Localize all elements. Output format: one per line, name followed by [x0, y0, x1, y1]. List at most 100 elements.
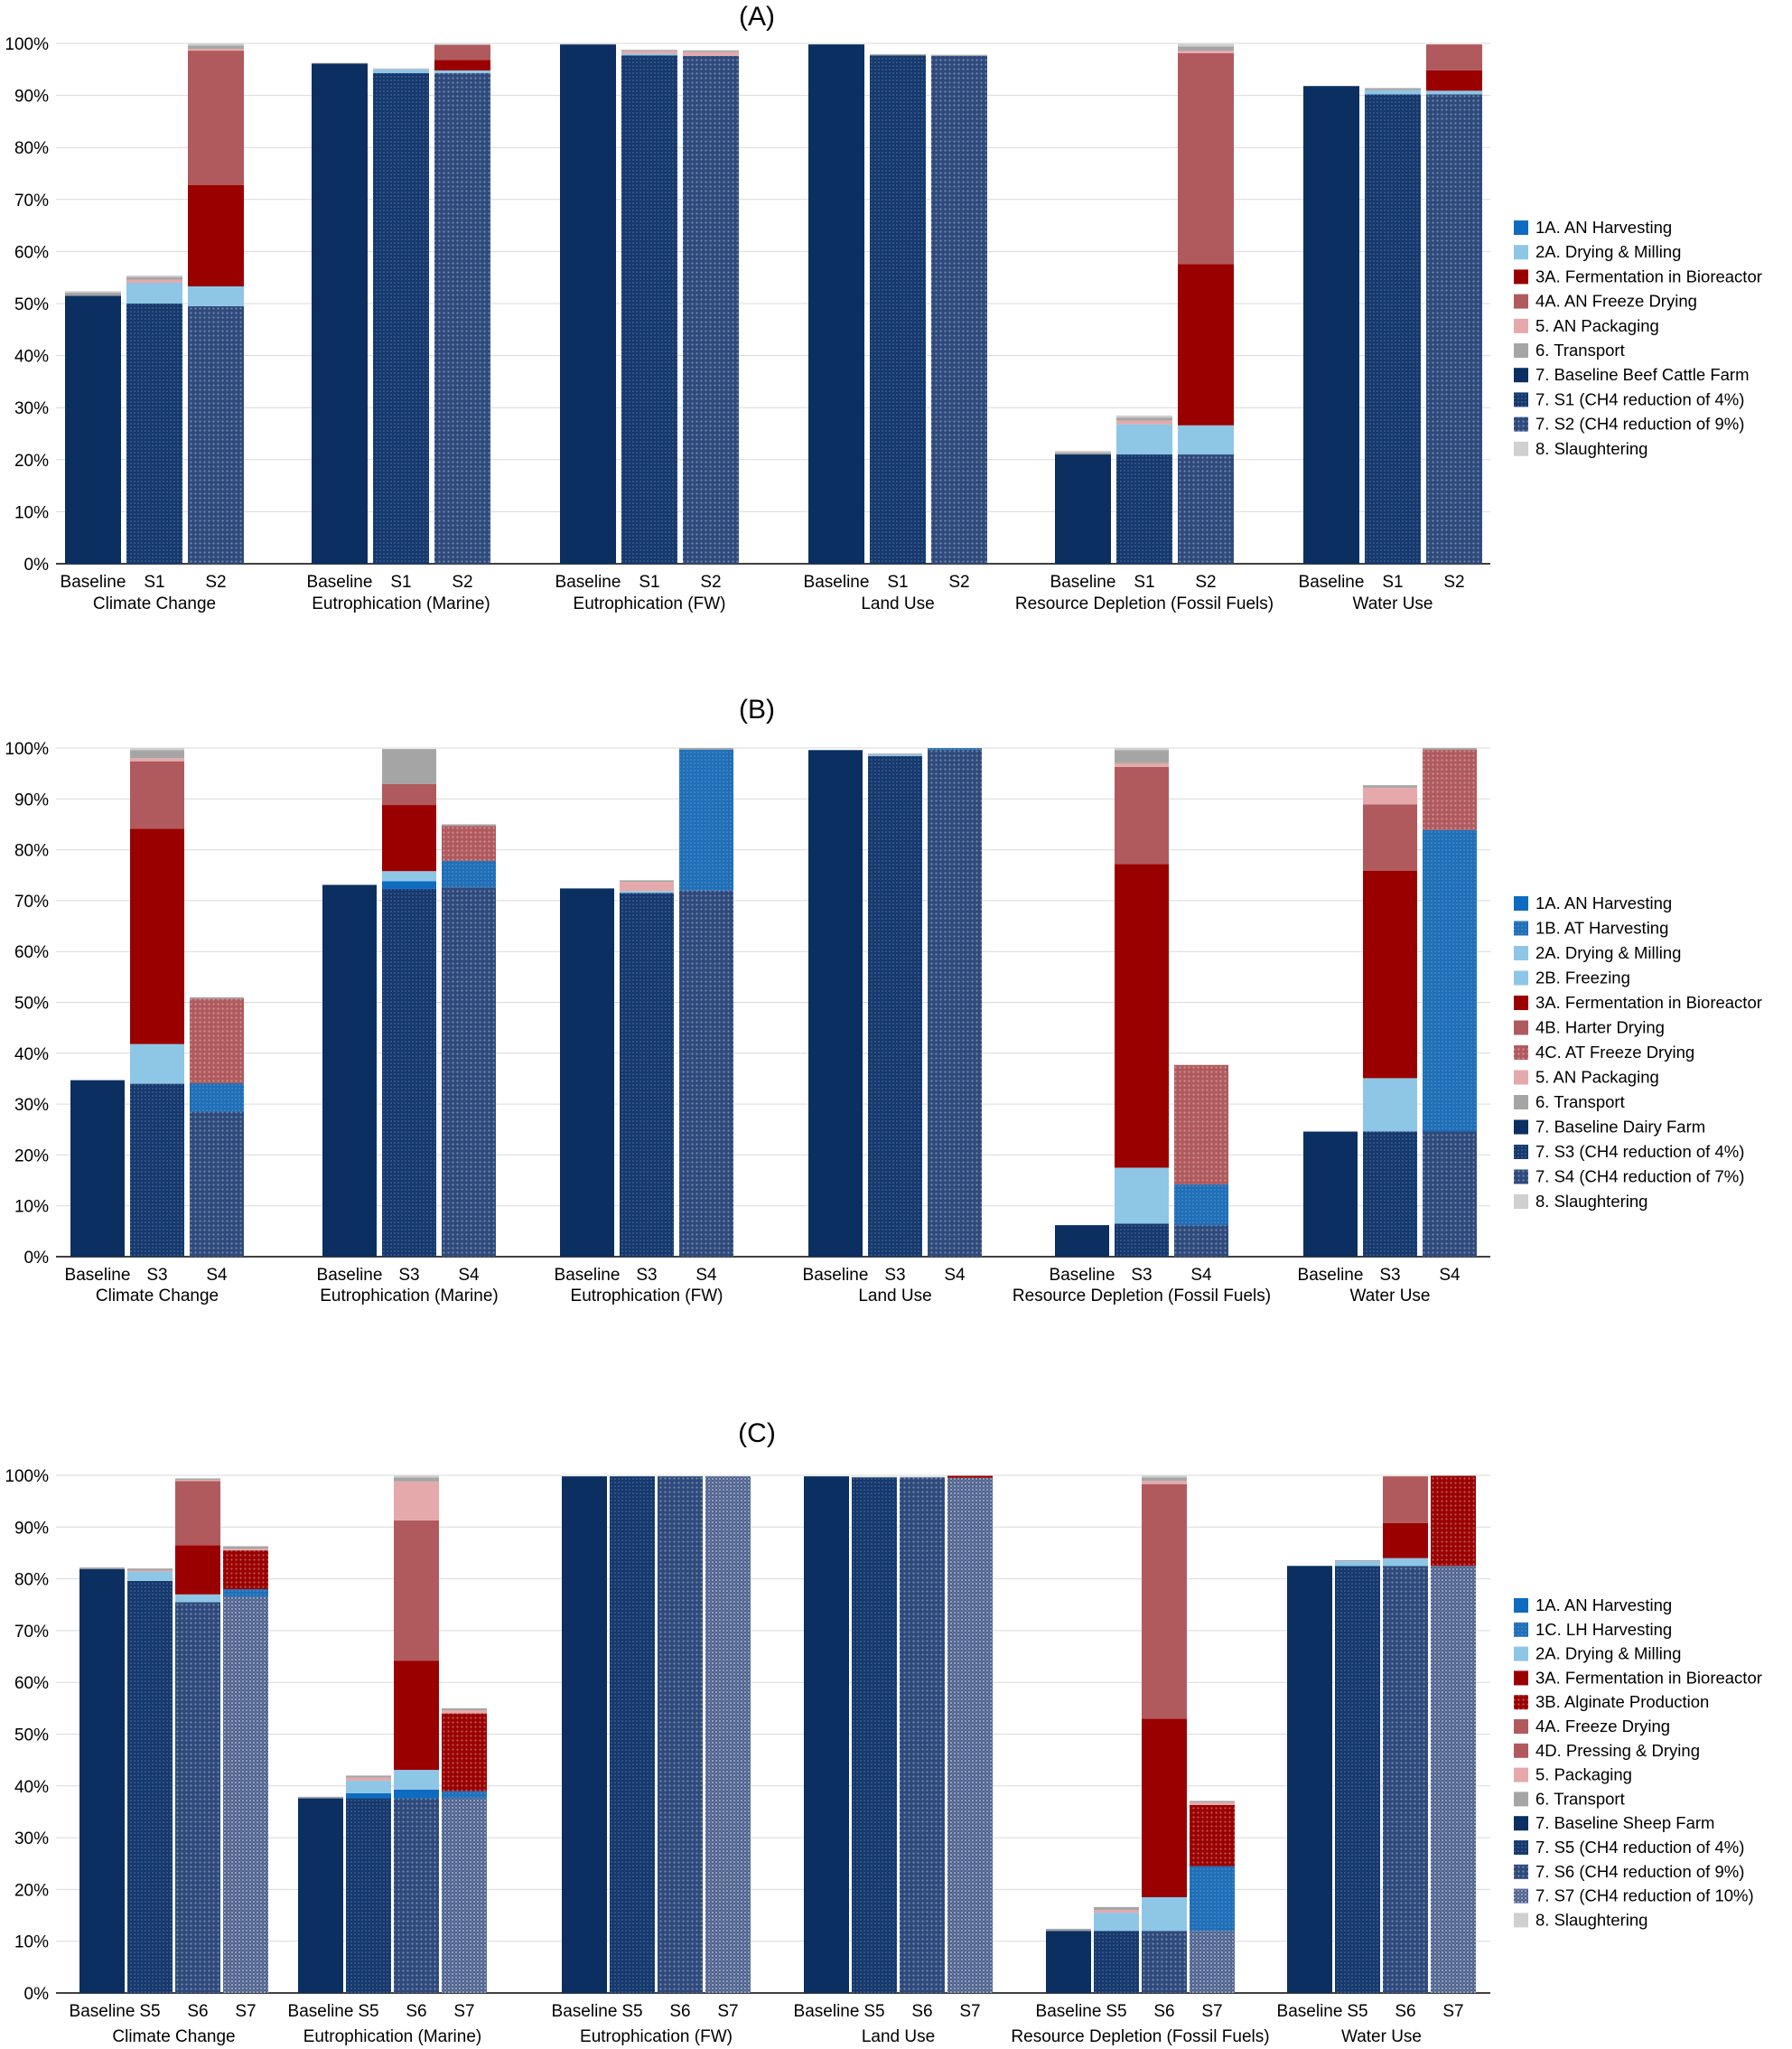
bar-segment-4A: [1115, 766, 1169, 865]
bar-segment-5: [1115, 763, 1169, 767]
bar-segment-8: [560, 43, 616, 45]
bar-segment-texture: [442, 887, 496, 1257]
bar-segment-2A: [126, 282, 182, 304]
bar-segment-base: [65, 295, 121, 564]
bar-segment-4A: [1363, 804, 1417, 871]
bar-segment-8: [65, 291, 121, 293]
x-tick-label: S1: [1382, 573, 1403, 592]
y-tick-label: 90%: [14, 88, 49, 107]
y-tick-label: 50%: [14, 295, 49, 314]
x-tick-label: S3: [636, 1266, 657, 1285]
x-tick-label: Baseline: [804, 573, 870, 592]
bar-segment-8: [1115, 748, 1169, 751]
legend: 1A. AN Harvesting 1B. AT Harvesting 2A. Dr…: [1514, 894, 1762, 1211]
bar-segment-6: [382, 749, 436, 784]
bar: [346, 1775, 391, 1993]
bar-segment-texture: [1190, 1866, 1235, 1932]
legend-label: 5. Packaging: [1535, 1765, 1632, 1784]
bar-segment-texture: [434, 72, 490, 564]
bar-segment-base: [1055, 1225, 1109, 1257]
bar-segment-base: [1055, 454, 1111, 564]
bar: [683, 50, 739, 565]
x-tick-label: S4: [458, 1266, 480, 1285]
legend-label: 6. Transport: [1535, 341, 1625, 360]
x-tick-label: S5: [1106, 2002, 1126, 2021]
y-tick-label: 40%: [14, 1045, 49, 1064]
legend-swatch-5: [1514, 1070, 1528, 1085]
bar: [70, 1080, 125, 1257]
bar-segment-texture: [928, 748, 982, 750]
bar-segment-2A: [868, 754, 922, 757]
legend-label: 4A. Freeze Drying: [1535, 1717, 1670, 1736]
bar-segment-3A: [1178, 264, 1234, 426]
bar: [1303, 1131, 1358, 1257]
bar-segment-texture: [658, 1476, 703, 1993]
bar-segment-6: [1178, 46, 1234, 51]
legend-swatch-texture: [1514, 1145, 1528, 1159]
legend-swatch-base: [1514, 368, 1528, 383]
bar-segment-texture: [1365, 94, 1421, 564]
chart-title: (B): [739, 695, 775, 725]
bar-segment-4A: [1142, 1483, 1187, 1719]
bar: [852, 1476, 897, 1993]
bar-segment-texture: [931, 55, 987, 565]
bar-segment-8: [621, 49, 677, 51]
legend-swatch-2B: [1514, 970, 1528, 986]
bar-segment-6: [900, 1476, 945, 1478]
bar-segment-texture: [223, 1550, 268, 1590]
bar-segment-6: [1055, 452, 1111, 455]
y-tick-label: 30%: [14, 399, 49, 418]
bar-segment-texture: [394, 1798, 439, 1993]
bar-segment-2A: [1383, 1558, 1428, 1567]
y-tick-label: 40%: [14, 1778, 49, 1797]
legend-swatch-1A: [1514, 896, 1528, 911]
y-tick-label: 50%: [14, 1726, 49, 1745]
x-tick-label: S2: [700, 573, 721, 592]
legend-label: 8. Slaughtering: [1535, 1910, 1647, 1929]
bar-segment-texture: [442, 1798, 487, 1993]
x-tick-label: S6: [669, 2002, 690, 2021]
bar-segment-texture: [1363, 1131, 1417, 1257]
bar-segment-6: [190, 996, 244, 999]
bar: [1055, 451, 1111, 564]
bar-segment-6: [1365, 88, 1421, 90]
bar-segment-4A: [1426, 44, 1482, 70]
x-tick-label: Baseline: [1036, 2002, 1102, 2021]
bar-segment-texture: [442, 860, 496, 888]
legend-swatch-4B: [1514, 1020, 1528, 1035]
x-tick-label: S6: [1153, 2002, 1174, 2021]
bar-segment-2A: [1116, 424, 1172, 455]
bar-segment-6: [188, 45, 244, 50]
bar-segment-5: [1116, 420, 1172, 425]
bar-segment-6: [621, 50, 677, 51]
bar: [610, 1476, 655, 1993]
y-tick-label: 40%: [14, 348, 49, 367]
bar-segment-texture: [679, 890, 733, 1257]
bar-segment-texture: [190, 1111, 244, 1257]
legend-label: 1B. AT Harvesting: [1535, 919, 1668, 938]
bar-segment-texture: [705, 1476, 751, 1993]
category-label: Water Use: [1341, 2027, 1422, 2046]
bar: [1426, 44, 1482, 564]
x-tick-label: Baseline: [1277, 2002, 1343, 2021]
legend-swatch-texture: [1514, 1695, 1528, 1710]
legend-swatch-texture: [1514, 392, 1528, 407]
legend-swatch-4A: [1514, 1719, 1528, 1734]
bar-segment-texture: [621, 55, 677, 565]
bar: [188, 43, 244, 564]
bar-segment-2A: [620, 891, 674, 894]
bar-segment-texture: [1423, 749, 1477, 830]
legend-label: 7. Baseline Dairy Farm: [1535, 1118, 1705, 1137]
y-tick-label: 80%: [14, 139, 49, 158]
bar-segment-5: [620, 882, 674, 892]
y-tick-label: 70%: [14, 893, 49, 912]
bar-segment-2A: [434, 70, 490, 73]
x-tick-label: S5: [139, 2002, 160, 2021]
bar-segment-6: [312, 62, 368, 64]
y-tick-label: 70%: [14, 192, 49, 211]
bar-segment-6: [931, 54, 987, 56]
bar-segment-texture: [442, 1713, 487, 1792]
x-tick-label: Baseline: [1299, 573, 1365, 592]
bar-segment-texture: [1423, 829, 1477, 1132]
category-label: Climate Change: [96, 1286, 219, 1305]
